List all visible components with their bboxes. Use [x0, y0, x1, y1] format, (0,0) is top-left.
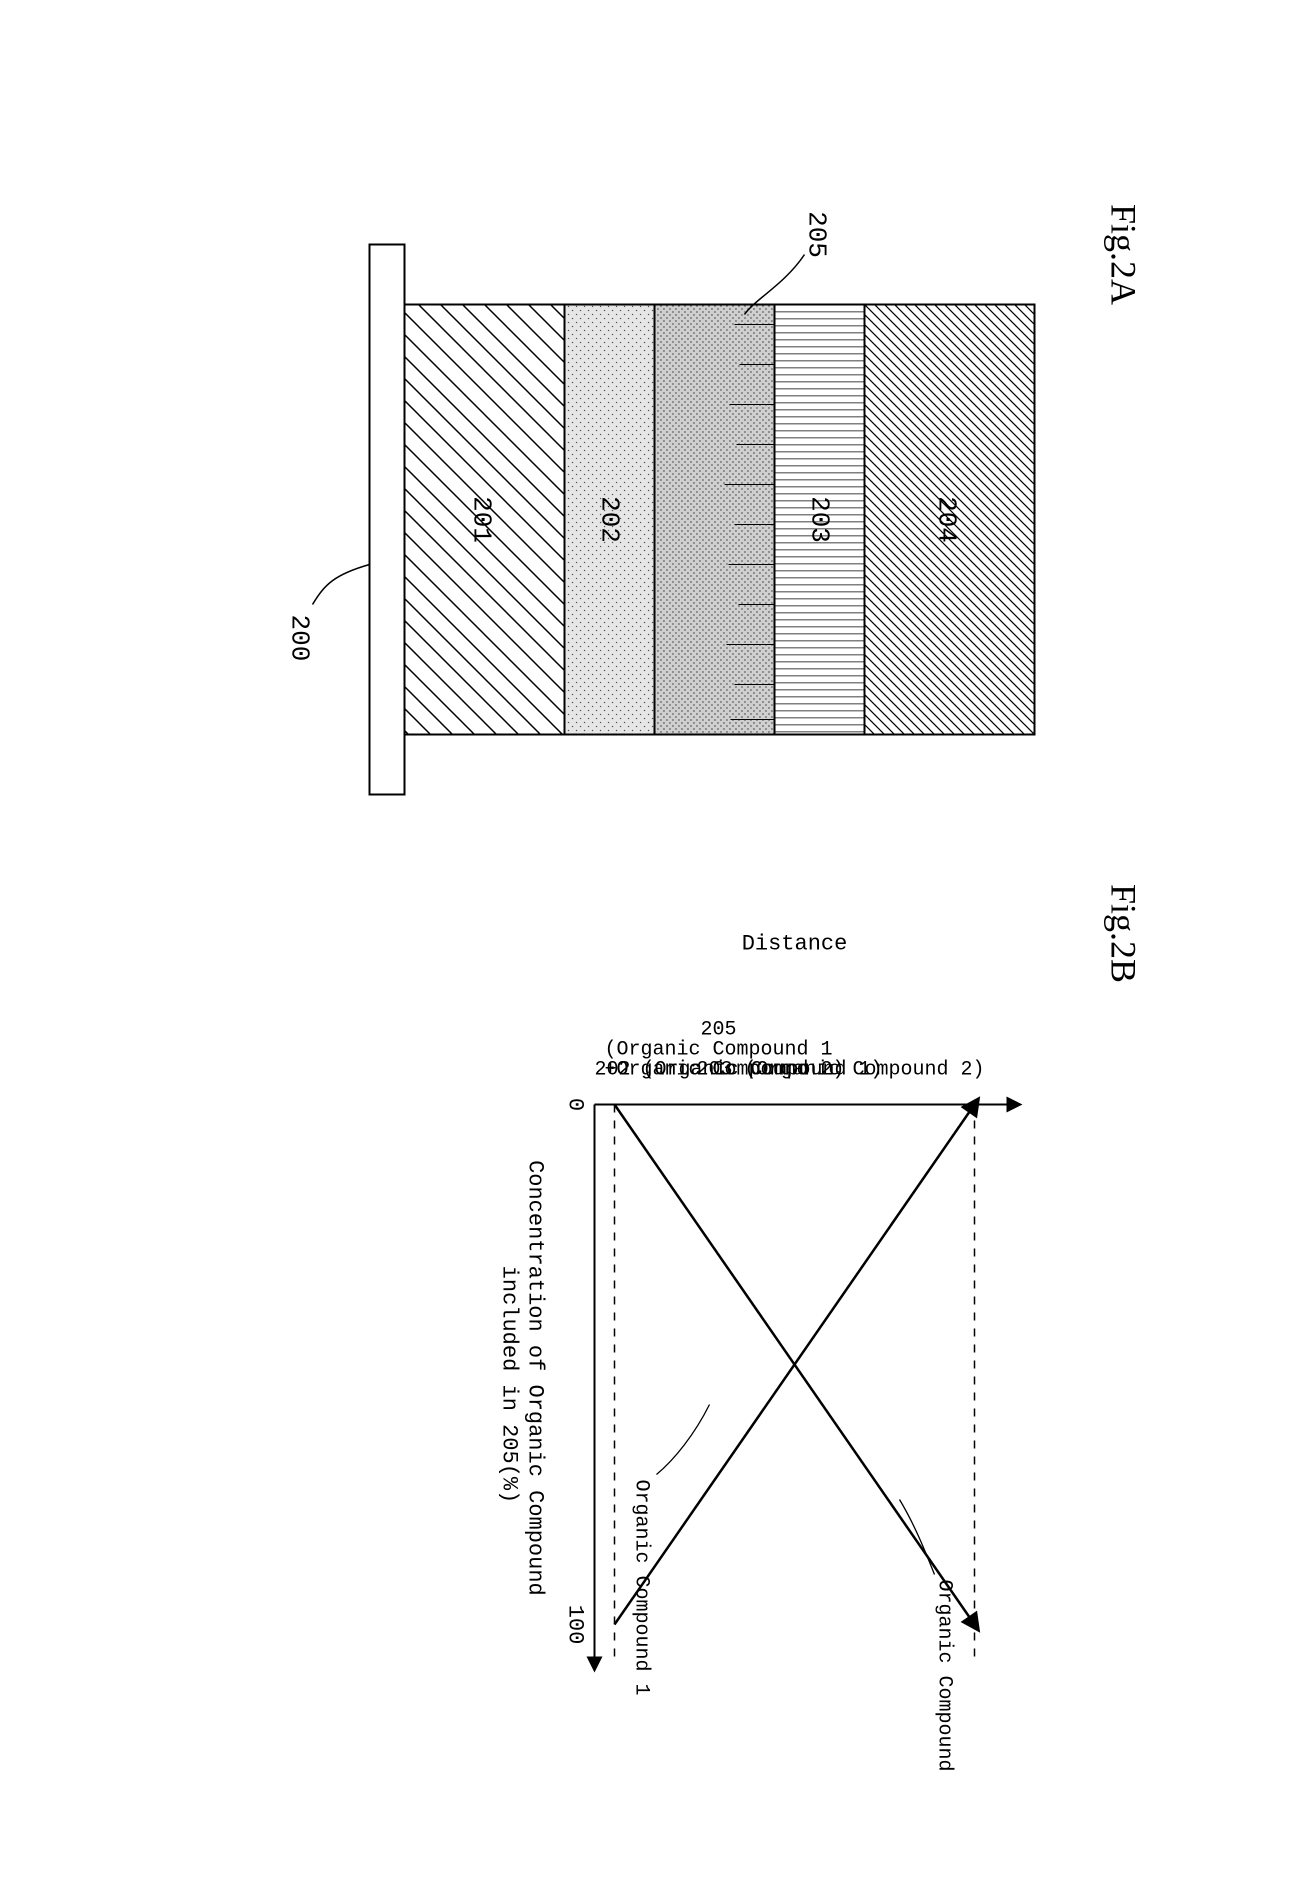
- substrate-200: [370, 244, 405, 794]
- fig-2a-label: Fig.2A: [1103, 204, 1145, 305]
- x-tick-100: 100: [563, 1604, 588, 1644]
- label-compound-1: Organic Compound 1: [630, 1479, 653, 1695]
- layer-205-mixed: [655, 304, 775, 734]
- figure-content: Fig.2A: [105, 94, 1205, 1794]
- x-tick-0: 0: [563, 1097, 588, 1110]
- callout-200-leader: [313, 564, 370, 604]
- x-axis-label: Concentration of Organic Compound includ…: [497, 1160, 548, 1609]
- layer-201-label: 201: [467, 496, 497, 543]
- layer-204-label: 204: [932, 496, 962, 543]
- page-rotated-wrapper: Fig.2A: [0, 290, 1309, 1599]
- leader-compound-2: [900, 1499, 935, 1574]
- leader-compound-1: [657, 1404, 710, 1474]
- callout-200: 200: [285, 614, 315, 661]
- fig-2b-chart: Organic Compound 1 Organic Compound 2 0 …: [335, 874, 1035, 1774]
- fig-2a-stack: 204 203: [285, 184, 1065, 804]
- layer-202-label: 202: [595, 496, 625, 543]
- layer-203-label: 203: [805, 496, 835, 543]
- y-axis-label: Distance: [742, 931, 848, 956]
- label-compound-2: Organic Compound 2: [933, 1579, 956, 1774]
- callout-205: 205: [802, 211, 832, 258]
- fig-2b-label: Fig.2B: [1103, 884, 1145, 983]
- y-side-203: 203 (Organic Compound 2): [696, 1058, 984, 1081]
